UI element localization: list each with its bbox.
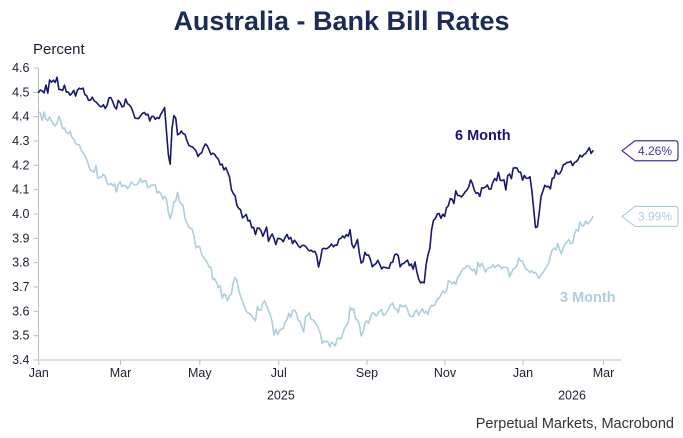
- svg-text:3.4: 3.4: [12, 353, 29, 367]
- svg-text:3.6: 3.6: [12, 304, 29, 318]
- svg-text:2026: 2026: [558, 389, 586, 403]
- svg-text:4.4: 4.4: [12, 110, 29, 124]
- svg-text:3.99%: 3.99%: [638, 210, 672, 224]
- svg-text:Mar: Mar: [110, 366, 132, 380]
- svg-text:Jan: Jan: [29, 366, 49, 380]
- svg-text:3.9: 3.9: [12, 231, 29, 245]
- svg-text:Sep: Sep: [356, 366, 378, 380]
- svg-text:4.2: 4.2: [12, 158, 29, 172]
- svg-text:4.5: 4.5: [12, 85, 29, 99]
- svg-text:3.5: 3.5: [12, 329, 29, 343]
- svg-text:4.3: 4.3: [12, 134, 29, 148]
- svg-text:Jan: Jan: [513, 366, 533, 380]
- svg-text:4.26%: 4.26%: [638, 144, 672, 158]
- svg-text:2025: 2025: [267, 389, 295, 403]
- svg-text:Mar: Mar: [593, 366, 615, 380]
- svg-text:4.0: 4.0: [12, 207, 29, 221]
- svg-text:May: May: [188, 366, 212, 380]
- svg-text:3.7: 3.7: [12, 280, 29, 294]
- svg-text:3 Month: 3 Month: [560, 290, 616, 306]
- svg-text:4.1: 4.1: [12, 183, 29, 197]
- svg-text:Nov: Nov: [434, 366, 457, 380]
- svg-text:6 Month: 6 Month: [455, 128, 511, 144]
- svg-text:Jul: Jul: [271, 366, 287, 380]
- svg-text:4.6: 4.6: [12, 61, 29, 75]
- svg-text:3.8: 3.8: [12, 256, 29, 270]
